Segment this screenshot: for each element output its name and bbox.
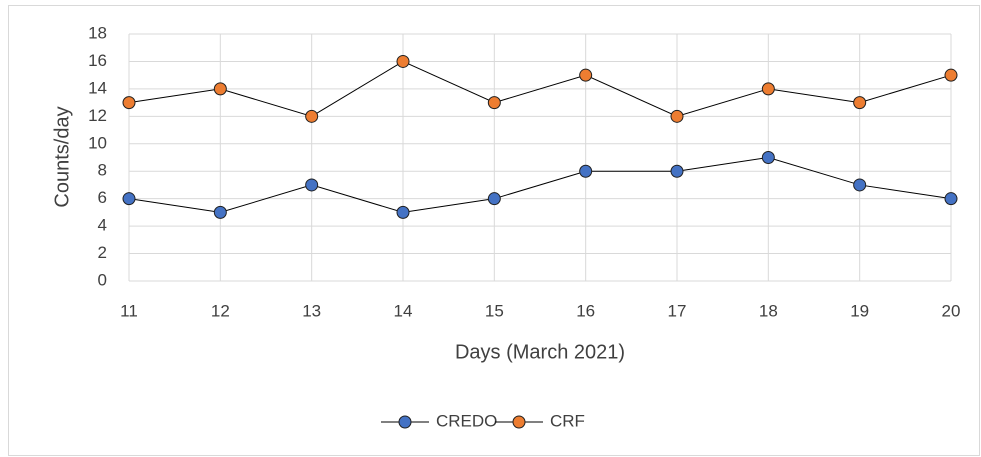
y-tick-label: 14: [88, 78, 107, 97]
x-tick-label: 16: [576, 301, 595, 320]
data-point: [396, 54, 410, 68]
data-point: [122, 192, 136, 206]
data-point: [213, 205, 227, 219]
series-line: [128, 156, 952, 213]
x-tick-label: 14: [394, 301, 413, 320]
y-axis-title: Counts/day: [51, 106, 73, 207]
y-tick-label: 18: [88, 23, 107, 42]
x-tick-label: 11: [120, 301, 138, 320]
data-point: [670, 164, 684, 178]
data-point: [305, 178, 319, 192]
data-point: [579, 164, 593, 178]
x-tick-label: 12: [211, 301, 230, 320]
y-tick-label: 8: [98, 161, 107, 180]
x-tick-label: 13: [302, 301, 321, 320]
y-tick-label: 10: [88, 133, 107, 152]
y-tick-label: 2: [98, 243, 107, 262]
data-point: [396, 205, 410, 219]
data-point: [853, 96, 867, 110]
legend-label: CREDO: [436, 411, 497, 430]
data-point: [579, 68, 593, 82]
legend-label: CRF: [550, 411, 585, 430]
data-point: [122, 96, 136, 110]
data-point: [305, 109, 319, 123]
y-tick-label: 16: [88, 51, 107, 70]
legend-marker: [398, 415, 412, 429]
data-point: [213, 82, 227, 96]
y-tick-label: 0: [98, 270, 107, 289]
data-point: [761, 82, 775, 96]
x-tick-label: 20: [942, 301, 961, 320]
data-point: [670, 109, 684, 123]
y-tick-label: 4: [98, 216, 107, 235]
x-tick-label: 18: [759, 301, 778, 320]
data-point: [853, 178, 867, 192]
data-point: [944, 192, 958, 206]
x-axis-title: Days (March 2021): [455, 341, 625, 363]
data-point: [944, 68, 958, 82]
x-tick-label: 15: [485, 301, 504, 320]
data-point: [487, 96, 501, 110]
legend-marker: [512, 415, 526, 429]
x-tick-label: 19: [850, 301, 869, 320]
y-tick-label: 12: [88, 106, 107, 125]
y-tick-label: 6: [98, 188, 107, 207]
data-point: [761, 151, 775, 164]
series-line: [128, 60, 952, 117]
data-point: [487, 192, 501, 206]
x-tick-label: 17: [668, 301, 687, 320]
